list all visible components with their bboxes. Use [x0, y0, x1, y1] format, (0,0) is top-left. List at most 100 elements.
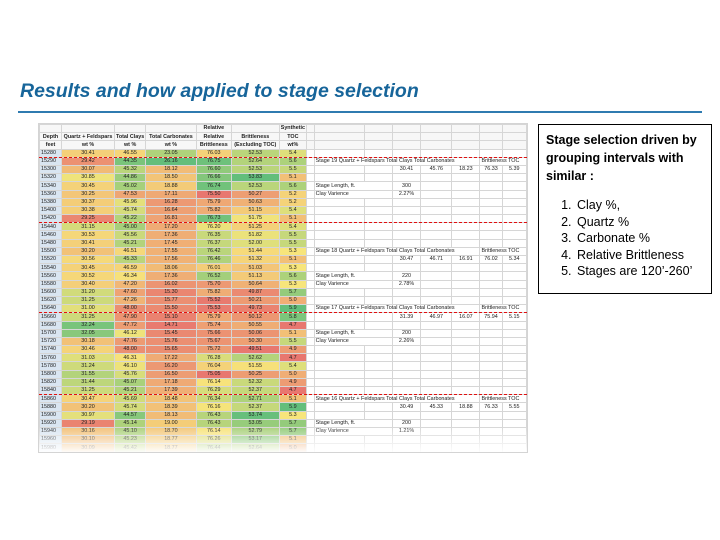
toc-cell: 5.4	[278, 361, 308, 371]
depth-cell: 15940	[39, 426, 63, 437]
blank-cell	[501, 181, 527, 191]
blank-cell	[391, 443, 422, 452]
depth-cell: 15580	[39, 279, 63, 289]
blank-cell	[306, 156, 315, 166]
clay-variance-label: Clay Varience	[313, 279, 393, 289]
brittleness-cell: 76.46	[195, 254, 233, 265]
clay-cell: 46.10	[113, 361, 147, 371]
carbonate-cell: 18.80	[145, 451, 197, 452]
stage-boundary-line	[39, 393, 527, 395]
stage-length-label: Stage Length, ft.	[313, 328, 393, 338]
toc-cell: 5.6	[278, 181, 308, 191]
blank-cell	[501, 263, 527, 273]
blank-cell	[420, 418, 453, 428]
clay-cell: 45.33	[113, 254, 147, 265]
blank-cell	[306, 279, 315, 289]
clay-cell: 45.14	[113, 418, 147, 428]
carbonate-cell: 19.00	[145, 418, 197, 428]
blank-cell	[391, 345, 422, 355]
brittleness-cell: 75.82	[195, 205, 233, 216]
brittleness-ex-toc-cell: 52.32	[231, 377, 280, 388]
depth-cell: 15500	[39, 246, 63, 257]
brittleness-cell: 76.40	[195, 451, 233, 452]
carbonate-cell: 16.28	[145, 197, 197, 207]
brittleness-ex-toc-cell: 51.25	[231, 222, 280, 232]
clay-variance-value: 2.27%	[391, 189, 422, 199]
toc-cell: 5.5	[278, 336, 308, 347]
blank-cell	[501, 222, 527, 232]
blank-cell	[391, 132, 422, 142]
brittleness-ex-toc-cell: 52.53	[231, 164, 280, 175]
depth-cell: 15440	[39, 222, 63, 232]
blank-cell	[306, 189, 315, 199]
table-row: 15300 30.07 45.32 18.12 76.60 52.53 5.5 30.41 45…	[39, 164, 527, 175]
blank-cell	[479, 173, 503, 183]
blank-cell	[420, 320, 453, 330]
blank-cell	[391, 238, 422, 248]
toc-cell: 5.2	[278, 197, 308, 207]
blank-cell	[363, 410, 393, 420]
toc-cell: 4.8	[278, 451, 308, 452]
carbonate-cell: 14.71	[145, 320, 197, 330]
stage-summary-header: Brittleness TOC	[479, 156, 527, 166]
toc-cell: 5.8	[278, 312, 308, 322]
blank-cell	[363, 132, 393, 142]
quartz-cell: 31.24	[61, 361, 115, 371]
blank-cell	[479, 238, 503, 248]
blank-cell	[451, 181, 481, 191]
blank-cell	[391, 205, 422, 216]
toc-cell: 5.0	[278, 369, 308, 379]
depth-cell: 15680	[39, 320, 63, 330]
header-cell: Relative	[195, 132, 233, 142]
clay-cell: 46.34	[113, 271, 147, 281]
brittleness-ex-toc-cell: 49.51	[231, 345, 280, 355]
quartz-cell: 31.44	[61, 377, 115, 388]
blank-cell	[306, 230, 315, 240]
stage-summary-value: 5.39	[501, 164, 527, 175]
blank-cell	[306, 443, 315, 452]
clay-variance-label: Clay Varience	[313, 426, 393, 437]
brittleness-cell: 76.16	[195, 402, 233, 412]
quartz-cell: 31.55	[61, 369, 115, 379]
quartz-cell: 32.24	[61, 320, 115, 330]
blank-cell	[479, 222, 503, 232]
brittleness-ex-toc-cell: 50.30	[231, 336, 280, 347]
blank-cell	[479, 443, 503, 452]
clay-cell: 47.53	[113, 189, 147, 199]
stage-summary-value: 5.15	[501, 312, 527, 322]
blank-cell	[479, 230, 503, 240]
brittleness-cell: 76.52	[195, 271, 233, 281]
blank-cell	[451, 435, 481, 445]
blank-cell	[306, 410, 315, 420]
depth-cell: 15480	[39, 238, 63, 248]
blank-cell	[501, 328, 527, 338]
brittleness-cell: 75.67	[195, 336, 233, 347]
blank-cell	[451, 353, 481, 363]
blank-cell	[313, 238, 365, 248]
brittleness-cell: 76.66	[195, 173, 233, 183]
blank-cell	[363, 164, 393, 175]
brittleness-cell: 75.79	[195, 197, 233, 207]
depth-cell: 15400	[39, 205, 63, 216]
toc-cell: 5.9	[278, 402, 308, 412]
brittleness-cell: 75.50	[195, 189, 233, 199]
blank-cell	[501, 418, 527, 428]
brittleness-cell: 76.43	[195, 418, 233, 428]
toc-cell: 5.3	[278, 263, 308, 273]
depth-cell: 15300	[39, 164, 63, 175]
table-row: 15320 30.85 44.86 18.50 76.66 53.83 5.1	[39, 173, 527, 183]
brittleness-cell: 76.34	[195, 394, 233, 404]
blank-cell	[479, 124, 503, 134]
quartz-cell: 31.03	[61, 353, 115, 363]
blank-cell	[451, 295, 481, 306]
stage-length-label: Stage Length, ft.	[313, 271, 393, 281]
quartz-cell: 30.52	[61, 271, 115, 281]
quartz-cell: 31.20	[61, 287, 115, 297]
carbonate-cell: 17.45	[145, 238, 197, 248]
blank-cell	[479, 353, 503, 363]
blank-cell	[451, 222, 481, 232]
blank-cell	[420, 353, 453, 363]
blank-cell	[501, 426, 527, 437]
stage-summary-value: 31.39	[391, 312, 422, 322]
blank-cell	[313, 361, 365, 371]
